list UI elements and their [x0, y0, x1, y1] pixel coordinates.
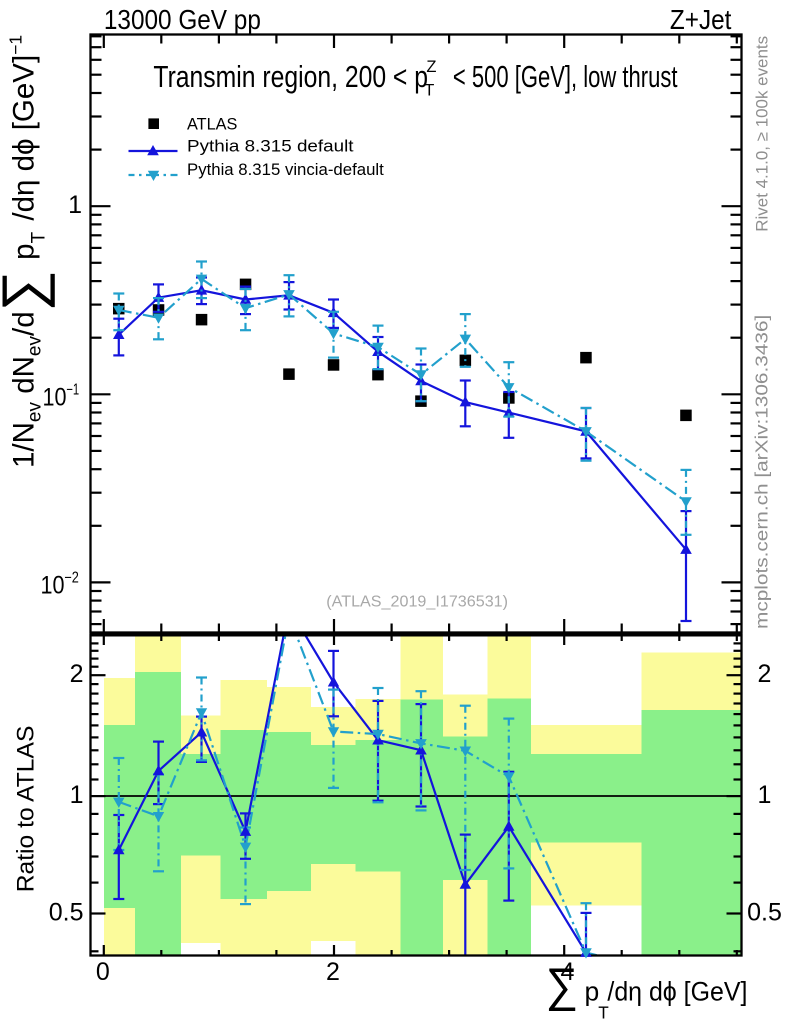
svg-text:/dη dϕ [GeV]: /dη dϕ [GeV] [607, 977, 747, 1007]
svg-text:2: 2 [758, 660, 772, 688]
svg-text:p: p [585, 977, 600, 1007]
svg-text:0.5: 0.5 [747, 899, 782, 927]
svg-text:Z+Jet: Z+Jet [670, 4, 732, 35]
svg-text:T: T [598, 1003, 609, 1023]
svg-text:0.5: 0.5 [49, 899, 84, 927]
svg-text:−2: −2 [64, 570, 79, 587]
svg-text:13000 GeV pp: 13000 GeV pp [104, 4, 261, 35]
svg-text:10: 10 [43, 383, 67, 411]
svg-text:T: T [424, 81, 434, 99]
svg-text:Ratio to ATLAS: Ratio to ATLAS [13, 726, 40, 893]
svg-text:1: 1 [758, 781, 772, 809]
svg-text:−1: −1 [66, 381, 79, 398]
svg-text:0: 0 [96, 958, 110, 986]
svg-text:Z: Z [426, 58, 436, 76]
svg-text:2: 2 [70, 660, 84, 688]
svg-text:Pythia 8.315 vincia-default: Pythia 8.315 vincia-default [187, 160, 384, 179]
svg-text:ATLAS: ATLAS [187, 115, 237, 134]
svg-text:mcplots.cern.ch [arXiv:1306.34: mcplots.cern.ch [arXiv:1306.3436] [752, 315, 772, 629]
svg-text:Rivet 4.1.0, ≥ 100k events: Rivet 4.1.0, ≥ 100k events [753, 36, 772, 232]
svg-text:10: 10 [41, 572, 65, 600]
svg-text:Transmin region, 200 < p: Transmin region, 200 < p [153, 60, 428, 94]
svg-text:(ATLAS_2019_I1736531): (ATLAS_2019_I1736531) [326, 594, 508, 611]
svg-text:1: 1 [70, 781, 84, 809]
svg-text:2: 2 [326, 958, 340, 986]
svg-text:∑: ∑ [546, 958, 579, 1011]
svg-text:< 500 [GeV], low thrust: < 500 [GeV], low thrust [453, 60, 678, 94]
svg-text:4: 4 [561, 958, 575, 986]
svg-text:Pythia 8.315 default: Pythia 8.315 default [187, 136, 354, 155]
svg-text:1: 1 [68, 191, 82, 219]
